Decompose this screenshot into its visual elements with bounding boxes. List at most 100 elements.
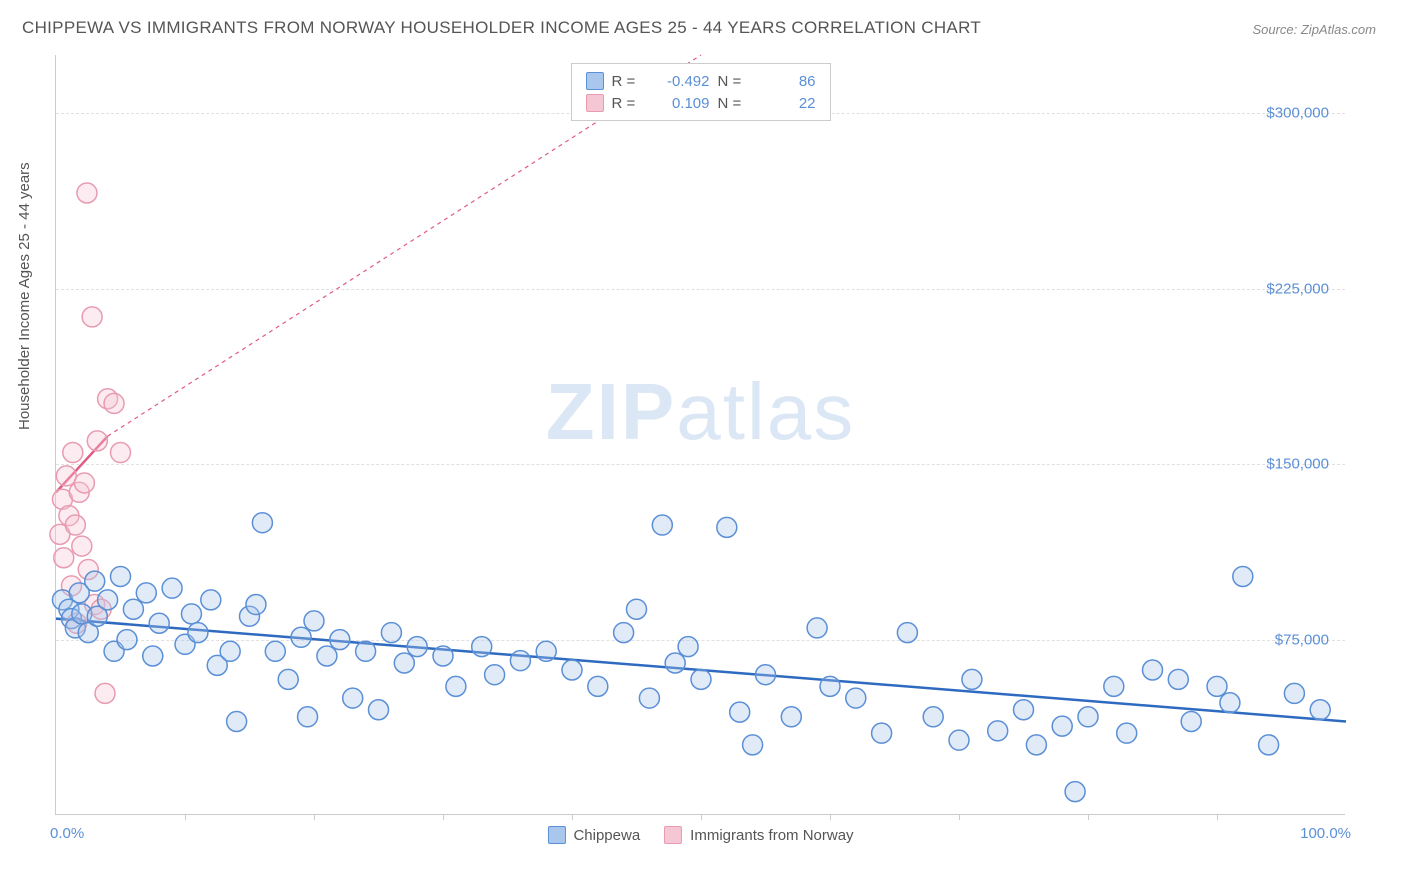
y-axis-title: Householder Income Ages 25 - 44 years [16, 162, 33, 430]
source-prefix: Source: [1252, 22, 1300, 37]
scatter-point [201, 590, 221, 610]
swatch-series2 [664, 826, 682, 844]
scatter-point [1104, 676, 1124, 696]
scatter-point [743, 735, 763, 755]
scatter-point [652, 515, 672, 535]
scatter-point [1259, 735, 1279, 755]
x-axis-label-max: 100.0% [1300, 825, 1351, 842]
scatter-point [72, 536, 92, 556]
x-tick [314, 814, 315, 820]
swatch-series2 [586, 94, 604, 112]
scatter-point [1233, 566, 1253, 586]
scatter-point [246, 595, 266, 615]
scatter-point [278, 669, 298, 689]
scatter-point [1220, 693, 1240, 713]
scatter-point [95, 683, 115, 703]
scatter-point [317, 646, 337, 666]
scatter-point [1310, 700, 1330, 720]
scatter-point [807, 618, 827, 638]
scatter-point [1117, 723, 1137, 743]
scatter-point [1078, 707, 1098, 727]
x-tick [1088, 814, 1089, 820]
scatter-point [1014, 700, 1034, 720]
legend-label-series1: Chippewa [573, 827, 640, 844]
scatter-point [717, 517, 737, 537]
legend-item-series1: Chippewa [547, 826, 640, 844]
scatter-point [54, 548, 74, 568]
scatter-point [1168, 669, 1188, 689]
scatter-point [74, 473, 94, 493]
scatter-point [730, 702, 750, 722]
stat-n-series1: 86 [754, 73, 816, 90]
scatter-point [691, 669, 711, 689]
correlation-stats-box: R = -0.492 N = 86 R = 0.109 N = 22 [571, 63, 831, 121]
stat-n-label: N = [718, 73, 746, 90]
scatter-point [820, 676, 840, 696]
scatter-point [381, 623, 401, 643]
x-tick [701, 814, 702, 820]
scatter-point [433, 646, 453, 666]
x-tick [572, 814, 573, 820]
scatter-point [188, 623, 208, 643]
scatter-point [407, 637, 427, 657]
scatter-point [111, 443, 131, 463]
scatter-point [227, 711, 247, 731]
scatter-point [394, 653, 414, 673]
scatter-point [123, 599, 143, 619]
scatter-point [298, 707, 318, 727]
chart-title: CHIPPEWA VS IMMIGRANTS FROM NORWAY HOUSE… [22, 18, 981, 38]
scatter-point [220, 641, 240, 661]
scatter-point [665, 653, 685, 673]
scatter-point [962, 669, 982, 689]
scatter-point [87, 431, 107, 451]
scatter-point [98, 590, 118, 610]
scatter-point [65, 515, 85, 535]
scatter-point [923, 707, 943, 727]
scatter-point [265, 641, 285, 661]
source-name: ZipAtlas.com [1301, 22, 1376, 37]
scatter-point [781, 707, 801, 727]
scatter-point [949, 730, 969, 750]
x-tick [443, 814, 444, 820]
scatter-point [63, 443, 83, 463]
scatter-point [304, 611, 324, 631]
stat-r-label: R = [612, 73, 640, 90]
stats-row-series2: R = 0.109 N = 22 [586, 92, 816, 114]
source-attribution: Source: ZipAtlas.com [1252, 22, 1376, 37]
scatter-point [485, 665, 505, 685]
scatter-point [104, 393, 124, 413]
scatter-point [1065, 782, 1085, 802]
chart-plot-area: ZIPatlas $75,000$150,000$225,000$300,000… [55, 55, 1345, 815]
stat-r-series1: -0.492 [648, 73, 710, 90]
x-tick [185, 814, 186, 820]
scatter-point [252, 513, 272, 533]
x-tick [959, 814, 960, 820]
scatter-point [77, 183, 97, 203]
scatter-point [988, 721, 1008, 741]
scatter-point [1284, 683, 1304, 703]
scatter-point [614, 623, 634, 643]
scatter-point [343, 688, 363, 708]
scatter-point [181, 604, 201, 624]
stat-n-label: N = [718, 95, 746, 112]
scatter-svg [56, 55, 1345, 814]
x-tick [830, 814, 831, 820]
scatter-point [588, 676, 608, 696]
stats-row-series1: R = -0.492 N = 86 [586, 70, 816, 92]
scatter-point [897, 623, 917, 643]
scatter-point [1026, 735, 1046, 755]
scatter-point [1207, 676, 1227, 696]
scatter-point [1052, 716, 1072, 736]
stat-r-label: R = [612, 95, 640, 112]
scatter-point [1143, 660, 1163, 680]
scatter-point [56, 466, 76, 486]
stat-r-series2: 0.109 [648, 95, 710, 112]
scatter-point [510, 651, 530, 671]
scatter-point [291, 627, 311, 647]
legend: Chippewa Immigrants from Norway [547, 826, 853, 844]
swatch-series1 [586, 72, 604, 90]
scatter-point [162, 578, 182, 598]
x-tick [1217, 814, 1218, 820]
scatter-point [111, 566, 131, 586]
scatter-point [872, 723, 892, 743]
